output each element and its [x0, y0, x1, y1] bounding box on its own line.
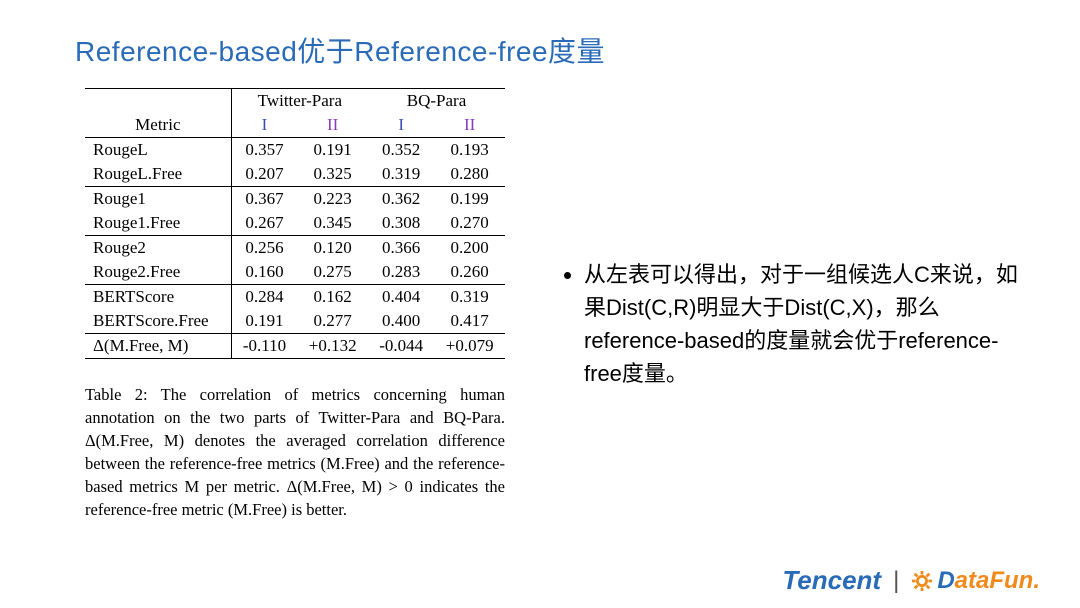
table-row-label: Δ(M.Free, M) — [85, 334, 231, 359]
table-cell: 0.417 — [434, 309, 505, 334]
table-sub-header: II — [434, 113, 505, 138]
table-sub-header: I — [368, 113, 434, 138]
table-cell: 0.367 — [231, 187, 297, 212]
table-row-label: RougeL.Free — [85, 162, 231, 187]
table-cell: 0.191 — [297, 138, 368, 163]
table-row-label: Rouge1.Free — [85, 211, 231, 236]
table-row-label: BERTScore — [85, 285, 231, 310]
table-row-label: Rouge2 — [85, 236, 231, 261]
table-cell: 0.352 — [368, 138, 434, 163]
table-cell: 0.162 — [297, 285, 368, 310]
footer-logos: Tencent | DataFun. — [782, 565, 1040, 596]
bullet-point: 从左表可以得出，对于一组候选人C来说，如果Dist(C,R)明显大于Dist(C… — [584, 258, 1020, 390]
table-sub-header: I — [231, 113, 297, 138]
table-cell: 0.207 — [231, 162, 297, 187]
table-cell: 0.256 — [231, 236, 297, 261]
gear-icon — [911, 570, 933, 592]
table-cell: 0.199 — [434, 187, 505, 212]
table-cell: -0.110 — [231, 334, 297, 359]
table-cell: 0.325 — [297, 162, 368, 187]
table-cell: 0.267 — [231, 211, 297, 236]
table-sub-header: II — [297, 113, 368, 138]
table-cell: +0.079 — [434, 334, 505, 359]
table-cell: 0.193 — [434, 138, 505, 163]
metrics-table: Twitter-Para BQ-Para Metric I II I II Ro… — [85, 88, 505, 359]
table-cell: +0.132 — [297, 334, 368, 359]
table-cell: 0.223 — [297, 187, 368, 212]
table-cell: 0.283 — [368, 260, 434, 285]
table-cell: 0.366 — [368, 236, 434, 261]
footer-separator: | — [893, 567, 899, 595]
table-cell: 0.120 — [297, 236, 368, 261]
table-cell: 0.319 — [368, 162, 434, 187]
table-cell: 0.345 — [297, 211, 368, 236]
table-cell: 0.260 — [434, 260, 505, 285]
table-row-label: RougeL — [85, 138, 231, 163]
table-cell: 0.277 — [297, 309, 368, 334]
tencent-logo: Tencent — [782, 565, 881, 596]
table-cell: -0.044 — [368, 334, 434, 359]
table-row-label: Rouge1 — [85, 187, 231, 212]
table-row-label: BERTScore.Free — [85, 309, 231, 334]
table-super-header: Twitter-Para — [231, 89, 368, 114]
table-cell: 0.362 — [368, 187, 434, 212]
table-cell: 0.200 — [434, 236, 505, 261]
table-cell: 0.191 — [231, 309, 297, 334]
table-cell: 0.280 — [434, 162, 505, 187]
table-super-header: BQ-Para — [368, 89, 505, 114]
table-cell: 0.400 — [368, 309, 434, 334]
table-cell: 0.319 — [434, 285, 505, 310]
table-cell: 0.275 — [297, 260, 368, 285]
table-cell: 0.357 — [231, 138, 297, 163]
table-cell: 0.284 — [231, 285, 297, 310]
slide-title: Reference-based优于Reference-free度量 — [75, 30, 1020, 70]
datafun-logo: DataFun. — [911, 567, 1040, 595]
table-cell: 0.404 — [368, 285, 434, 310]
table-col-header: Metric — [85, 113, 231, 138]
table-cell: 0.270 — [434, 211, 505, 236]
table-row-label: Rouge2.Free — [85, 260, 231, 285]
table-cell: 0.160 — [231, 260, 297, 285]
table-cell: 0.308 — [368, 211, 434, 236]
table-caption: Table 2: The correlation of metrics conc… — [85, 383, 505, 522]
